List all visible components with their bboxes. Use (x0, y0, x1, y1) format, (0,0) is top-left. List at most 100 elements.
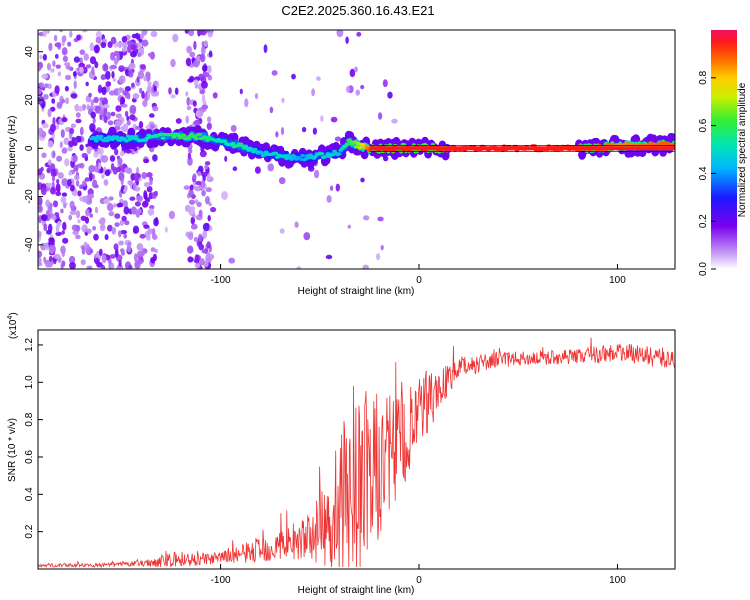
heatmap-ridge-cell-1478 (98, 134, 104, 138)
heatmap-noise-cell-623 (73, 80, 77, 89)
heatmap-noise-cell-747 (54, 42, 62, 48)
heatmap-ridge-cell-1496 (127, 137, 133, 142)
snr-ytick-label-1: 0.4 (24, 487, 35, 501)
colorbar-tick-label-1: 0.2 (698, 214, 709, 228)
heatmap-noise-cell-143 (141, 90, 145, 99)
heatmap-noise-cell-870 (187, 78, 194, 83)
heatmap-noise-cell-816 (110, 64, 117, 70)
heatmap-noise-cell-835 (201, 190, 206, 197)
heatmap-noise-cell-44 (329, 185, 334, 191)
heatmap-noise-cell-853 (197, 170, 202, 177)
heatmap-noise-cell-881 (42, 53, 48, 61)
heatmap-noise-cell-620 (145, 71, 151, 78)
heatmap-noise-cell-743 (195, 55, 201, 62)
heatmap-noise-cell-636 (41, 214, 46, 220)
heatmap-noise-cell-406 (108, 196, 114, 201)
heatmap-noise-cell-458 (85, 208, 90, 217)
heatmap-ridge-cell-1605 (300, 153, 306, 158)
heatmap-noise-cell-676 (192, 100, 197, 107)
heatmap-noise-cell-313 (117, 202, 124, 208)
heatmap-noise-cell-666 (69, 262, 76, 269)
heatmap-noise-cell-848 (201, 249, 208, 254)
heatmap-noise-cell-15 (108, 211, 115, 217)
heatmap-noise-cell-886 (50, 168, 57, 177)
heatmap-ridge-cell-1538 (194, 136, 199, 141)
heatmap-noise-cell-358 (154, 190, 158, 197)
heatmap-noise-cell-823 (131, 108, 136, 115)
heatmap-noise-cell-476 (107, 41, 113, 48)
heatmap-noise-cell-818 (123, 43, 128, 50)
heatmap-noise-cell-385 (150, 247, 156, 252)
heatmap-noise-cell-27 (71, 136, 76, 143)
heatmap-noise-cell-54 (67, 41, 72, 47)
heatmap-noise-cell-517 (62, 221, 67, 231)
heatmap-noise-cell-62 (184, 30, 190, 34)
heatmap-ridge-cell-1475 (93, 139, 99, 143)
heatmap-noise-cell-772 (195, 180, 203, 186)
heatmap-noise-cell-527 (117, 157, 123, 165)
heatmap-noise-cell-525 (46, 62, 52, 71)
snr-xtick-label-2: 100 (609, 575, 626, 586)
heatmap-noise-cell-852 (153, 217, 159, 227)
heatmap-noise-cell-342 (362, 264, 369, 269)
heatmap-noise-cell-560 (320, 115, 324, 122)
heatmap-noise-cell-163 (86, 104, 90, 111)
heatmap-noise-cell-218 (326, 195, 332, 203)
heatmap-noise-cell-849 (200, 53, 206, 63)
heatmap-noise-cell-591 (92, 226, 96, 231)
heatmap-noise-cell-70 (65, 97, 70, 105)
heatmap-noise-cell-179 (141, 172, 148, 179)
heatmap-noise-cell-695 (69, 200, 75, 209)
heatmap-noise-cell-39 (336, 30, 344, 38)
heatmap-noise-cell-727 (74, 174, 80, 181)
heatmap-noise-cell-168 (106, 203, 114, 212)
heatmap-noise-cell-364 (221, 191, 228, 200)
heatmap-noise-cell-880 (206, 122, 212, 130)
heatmap-noise-cell-697 (55, 183, 61, 193)
heatmap-noise-cell-34 (107, 224, 113, 232)
heatmap-noise-cell-667 (138, 121, 144, 129)
heatmap-noise-cell-774 (121, 36, 128, 43)
heatmap-noise-cell-238 (349, 68, 356, 78)
heatmap-noise-cell-209 (131, 82, 135, 88)
colorbar-tick-label-2: 0.4 (698, 166, 709, 180)
heatmap-noise-cell-819 (199, 258, 205, 266)
heatmap-noise-cell-575 (363, 215, 370, 221)
heatmap-noise-cell-503 (204, 260, 209, 268)
heatmap-noise-cell-135 (67, 146, 73, 152)
heatmap-noise-cell-765 (135, 210, 141, 218)
heatmap-noise-cell-150 (296, 266, 302, 269)
heatmap-axes: -100 0 100 -40 -20 0 20 40 (24, 46, 626, 286)
snr-ylabel: SNR (10 * v/v) (7, 418, 18, 482)
heatmap-ytick-label-3: 20 (24, 94, 35, 106)
heatmap-noise-cell-84 (64, 158, 70, 167)
heatmap-noise-cell-603 (152, 253, 157, 262)
heatmap-noise-cell-341 (126, 119, 131, 126)
heatmap-noise-cell-331 (55, 64, 61, 69)
heatmap-noise-cell-435 (202, 230, 208, 239)
heatmap-noise-cell-709 (99, 97, 104, 102)
heatmap-noise-cell-793 (44, 242, 49, 251)
heatmap-noise-cell-369 (130, 148, 135, 155)
heatmap-noise-cell-751 (194, 185, 202, 192)
heatmap-noise-cell-811 (46, 30, 51, 34)
heatmap-ridge-cell-1533 (186, 136, 191, 141)
heatmap-noise-cell-645 (38, 82, 45, 88)
heatmap-noise-cell-670 (61, 117, 68, 123)
heatmap-noise-cell-883 (98, 162, 102, 170)
heatmap-noise-cell-31 (104, 234, 109, 241)
heatmap-ridge-cell-1517 (160, 136, 166, 140)
heatmap-noise-cell-734 (133, 181, 137, 191)
heatmap-noise-cell-855 (153, 85, 157, 92)
heatmap-noise-cell-376 (205, 195, 210, 205)
snr-xtick-label-0: -100 (211, 575, 231, 586)
heatmap-noise-cell-810 (122, 200, 128, 208)
heatmap-ridge-cell-1800 (609, 142, 615, 146)
heatmap-noise-cell-145 (185, 91, 189, 97)
heatmap-noise-cell-659 (208, 202, 212, 207)
heatmap-noise-cell-14 (360, 84, 365, 90)
heatmap-noise-cell-330 (101, 155, 109, 163)
heatmap-noise-cell-828 (204, 165, 209, 170)
heatmap-noise-cell-612 (170, 59, 176, 68)
